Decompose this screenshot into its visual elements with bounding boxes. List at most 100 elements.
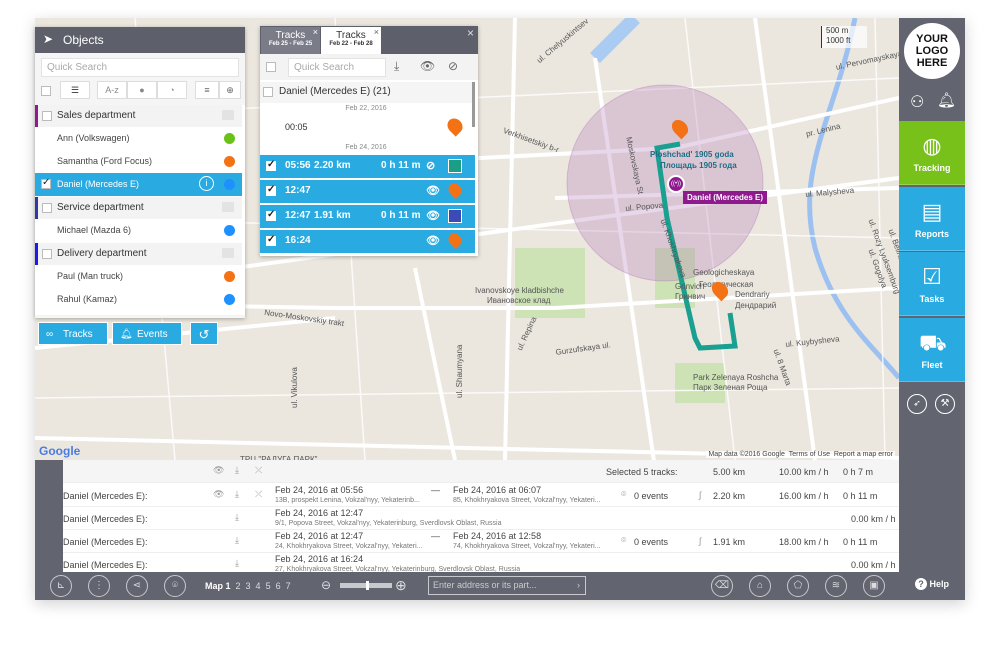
status-dot-filter-button[interactable]: ●	[127, 81, 157, 99]
nav-reports[interactable]: ▤ Reports	[899, 186, 965, 251]
nav-fleet[interactable]: ⛟ Fleet	[899, 317, 965, 382]
traffic-light-icon[interactable]: ⋮	[88, 575, 110, 597]
user-icon[interactable]: ⚇	[910, 94, 925, 111]
tracks-tab-1[interactable]: Tracks Feb 25 - Feb 25 ×	[261, 27, 320, 54]
crosshair-button[interactable]: ⊕	[219, 81, 241, 99]
layers-icon[interactable]: ≋	[825, 575, 847, 597]
tracks-tab-2[interactable]: Tracks Feb 22 - Feb 28 ×	[321, 27, 381, 54]
eye-icon[interactable]: 👁︎	[213, 465, 225, 475]
settings-sliders-button[interactable]: ≡	[195, 81, 219, 99]
track-row[interactable]: 12:471.91 km 0 h 11 m 👁︎	[260, 205, 475, 228]
location-pin-icon[interactable]: ⌾	[164, 575, 186, 597]
zoom-slider[interactable]	[340, 581, 392, 590]
compass-icon[interactable]: ➶	[907, 394, 927, 414]
download-icon[interactable]: ⤓	[235, 512, 239, 522]
object-item[interactable]: Rahul (Kamaz)	[35, 288, 242, 311]
geofence-icon[interactable]: ⌂	[749, 575, 771, 597]
group-checkbox[interactable]	[42, 249, 52, 259]
eye-hidden-icon[interactable]: ⊘	[448, 59, 459, 73]
close-panel-icon[interactable]: ×	[466, 26, 474, 40]
terms-link[interactable]: Terms of Use	[788, 451, 830, 458]
eye-icon[interactable]: 👁︎	[426, 185, 440, 197]
scrollbar[interactable]	[472, 82, 475, 127]
object-item[interactable]: Michael (Mazda 6)	[35, 219, 242, 242]
track-checkbox[interactable]	[266, 159, 276, 171]
download-icon[interactable]: ⤓	[235, 489, 239, 499]
table-row[interactable]: Daniel (Mercedes E): ⤓ Feb 24, 2016 at 12:…	[63, 530, 899, 553]
track-row-parking[interactable]: 00:05	[260, 114, 472, 141]
notification-bell-icon[interactable]: 🔔︎	[937, 92, 957, 109]
table-row[interactable]: Daniel (Mercedes E): ⤓ Feb 24, 2016 at 12:…	[63, 507, 899, 530]
map-tab[interactable]: 6	[275, 581, 281, 591]
download-icon[interactable]: ⤓	[394, 59, 400, 73]
object-item[interactable]: Paul (Man truck)	[35, 265, 242, 288]
share-icon[interactable]: ⋖	[126, 575, 148, 597]
map-tab[interactable]: 4	[255, 581, 261, 591]
group-checkbox[interactable]	[42, 111, 52, 121]
group-header[interactable]: Sales department	[35, 105, 242, 127]
track-row[interactable]: 16:24 👁︎	[260, 230, 475, 253]
group-comment-icon[interactable]	[222, 110, 234, 120]
tracks-button[interactable]: ∞ Tracks	[38, 322, 108, 345]
close-tab-icon[interactable]: ×	[373, 27, 379, 37]
track-row[interactable]: 12:47 👁︎	[260, 180, 475, 203]
objects-search-input[interactable]: Quick Search	[41, 58, 239, 77]
download-icon[interactable]: ⤓	[235, 465, 239, 475]
vehicle-label[interactable]: Daniel (Mercedes E)	[683, 191, 768, 204]
history-button[interactable]: ↺	[190, 322, 218, 345]
close-tab-icon[interactable]: ×	[312, 27, 318, 37]
track-checkbox[interactable]	[266, 184, 276, 196]
polygon-icon[interactable]: ⬠	[787, 575, 809, 597]
route-off-icon[interactable]: ⤫	[255, 489, 263, 499]
object-item[interactable]: Ann (Volkswagen)	[35, 127, 242, 150]
group-checkbox[interactable]	[42, 203, 52, 213]
tracks-select-all-checkbox[interactable]	[266, 62, 276, 72]
track-color-swatch[interactable]	[448, 159, 462, 173]
zoom-out-icon[interactable]: ⊖	[321, 578, 332, 592]
select-all-checkbox[interactable]	[41, 86, 51, 96]
track-checkbox[interactable]	[266, 209, 276, 221]
object-checkbox[interactable]	[263, 87, 273, 97]
eye-icon[interactable]: 👁︎	[426, 210, 440, 222]
eraser-icon[interactable]: ⌫	[711, 575, 733, 597]
nav-tasks[interactable]: ☑ Tasks	[899, 252, 965, 316]
map-tab[interactable]: 7	[285, 581, 291, 591]
object-item[interactable]: Samantha (Ford Focus)	[35, 150, 242, 173]
group-comment-icon[interactable]	[222, 248, 234, 258]
zoom-in-icon[interactable]: ⊕	[395, 577, 407, 593]
wrench-icon[interactable]: ⚒	[935, 394, 955, 414]
report-error-link[interactable]: Report a map error	[833, 451, 893, 458]
address-search-input[interactable]: Enter address or its part... ›	[428, 576, 586, 595]
track-checkbox[interactable]	[266, 234, 276, 246]
track-color-swatch[interactable]	[448, 209, 462, 223]
map-tab[interactable]: 3	[245, 581, 251, 591]
info-icon[interactable]: i	[199, 176, 214, 191]
events-button[interactable]: 🔔︎ Events	[112, 322, 182, 345]
eye-hidden-icon[interactable]: ⊘	[426, 160, 436, 172]
table-row[interactable]: Daniel (Mercedes E): 👁︎ ⤓ ⤫ Feb 24, 2016 at …	[63, 484, 899, 507]
nav-tracking[interactable]: ◍ Tracking	[899, 121, 965, 185]
zoom-slider-handle[interactable]	[366, 581, 369, 590]
object-item[interactable]: i Daniel (Mercedes E)	[35, 173, 242, 196]
help-button[interactable]: ? Help	[915, 578, 949, 590]
map-tab[interactable]: 5	[265, 581, 271, 591]
eye-icon[interactable]: 👁︎	[426, 235, 440, 247]
list-view-button[interactable]: ☰	[60, 81, 90, 99]
eye-icon[interactable]: 👁︎	[213, 489, 225, 499]
eye-icon[interactable]: 👁︎	[420, 59, 436, 73]
minimap-icon[interactable]: ▣	[863, 575, 885, 597]
group-header[interactable]: Delivery department	[35, 243, 242, 265]
track-row[interactable]: 05:562.20 km 0 h 11 m ⊘	[260, 155, 475, 178]
tracks-search-input[interactable]: Quick Search	[288, 58, 386, 77]
map-tab[interactable]: Map 1	[205, 581, 231, 591]
route-off-icon[interactable]: ⤫	[255, 465, 263, 475]
speed-filter-button[interactable]: ◔	[157, 81, 187, 99]
sort-az-button[interactable]: A-z	[97, 81, 127, 99]
map-tab[interactable]: 2	[235, 581, 241, 591]
ruler-icon[interactable]: ⊾	[50, 575, 72, 597]
group-comment-icon[interactable]	[222, 202, 234, 212]
download-icon[interactable]: ⤓	[235, 558, 239, 568]
object-checkbox[interactable]	[41, 177, 51, 189]
vehicle-signal-icon[interactable]: ((•))	[667, 175, 685, 193]
group-header[interactable]: Service department	[35, 197, 242, 219]
